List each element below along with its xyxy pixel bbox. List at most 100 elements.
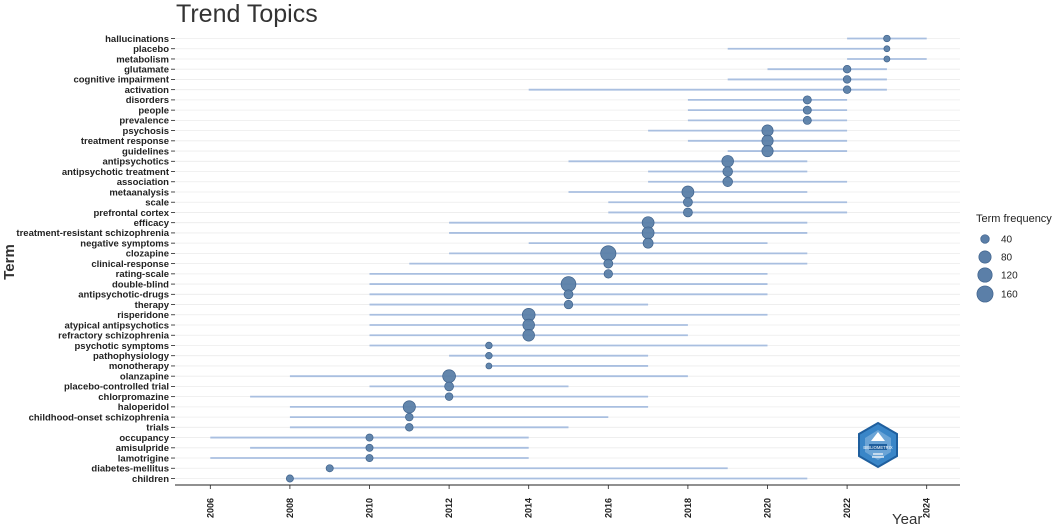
term-label: people bbox=[138, 105, 169, 116]
term-label: cognitive impairment bbox=[73, 75, 169, 86]
term-point bbox=[563, 299, 574, 310]
term-point bbox=[642, 237, 654, 249]
term-label: disorders bbox=[126, 95, 169, 106]
legend-point bbox=[980, 234, 990, 244]
term-label: children bbox=[132, 474, 169, 485]
term-label: guidelines bbox=[122, 146, 169, 157]
term-label: olanzapine bbox=[120, 371, 169, 382]
term-point bbox=[722, 166, 733, 177]
x-tick-label: 2010 bbox=[365, 498, 375, 518]
term-label: antipsychotic treatment bbox=[62, 167, 170, 178]
term-label: double-blind bbox=[112, 279, 169, 290]
term-point bbox=[761, 134, 774, 147]
term-label: therapy bbox=[135, 300, 170, 311]
term-point bbox=[641, 226, 655, 240]
term-label: treatment-resistant schizophrenia bbox=[16, 228, 169, 239]
term-label: refractory schizophrenia bbox=[58, 331, 170, 342]
legend-label: 80 bbox=[1001, 253, 1013, 264]
term-point bbox=[405, 423, 414, 432]
x-tick-label: 2012 bbox=[444, 498, 454, 518]
term-label: treatment response bbox=[81, 136, 169, 147]
bibliometrix-logo: BIBLIOMETRIX bbox=[858, 421, 898, 469]
x-tick-label: 2024 bbox=[922, 498, 932, 518]
term-point bbox=[522, 329, 535, 342]
term-point bbox=[802, 115, 812, 125]
term-point bbox=[842, 85, 852, 94]
term-label: haloperidol bbox=[118, 402, 169, 413]
term-point bbox=[883, 45, 891, 53]
term-point bbox=[485, 362, 493, 370]
range-lines bbox=[210, 37, 927, 480]
term-point bbox=[563, 289, 574, 300]
term-label: pathophysiology bbox=[93, 351, 170, 362]
term-label: psychosis bbox=[123, 126, 169, 137]
term-label: lamotrigine bbox=[118, 453, 169, 464]
term-label: activation bbox=[125, 85, 170, 96]
svg-text:BIBLIOMETRIX: BIBLIOMETRIX bbox=[863, 445, 893, 450]
term-point bbox=[485, 352, 493, 360]
term-label: glutamate bbox=[124, 64, 169, 75]
term-point bbox=[761, 145, 774, 158]
term-label: rating-scale bbox=[116, 269, 169, 280]
points bbox=[285, 34, 891, 483]
legend-point bbox=[978, 250, 992, 264]
term-point bbox=[722, 176, 733, 187]
term-label: placebo-controlled trial bbox=[64, 382, 169, 393]
legend-point bbox=[977, 267, 993, 283]
x-tick-label: 2014 bbox=[524, 498, 534, 518]
term-point bbox=[600, 245, 617, 262]
term-point bbox=[603, 258, 614, 269]
term-point bbox=[802, 105, 812, 115]
term-label: negative symptoms bbox=[80, 238, 169, 249]
term-point bbox=[603, 269, 613, 279]
x-tick-label: 2020 bbox=[763, 498, 773, 518]
term-point bbox=[444, 381, 454, 392]
term-point bbox=[802, 95, 812, 105]
term-point bbox=[761, 124, 774, 137]
chart-title: Trend Topics bbox=[176, 0, 318, 28]
x-tick-label: 2016 bbox=[603, 498, 613, 518]
term-point bbox=[444, 392, 454, 401]
term-label: childhood-onset schizophrenia bbox=[29, 412, 170, 423]
term-point bbox=[365, 433, 374, 442]
term-label: hallucinations bbox=[105, 34, 169, 45]
term-label: clinical-response bbox=[91, 259, 169, 270]
term-point bbox=[883, 55, 891, 63]
term-point bbox=[405, 412, 414, 422]
term-label: placebo bbox=[133, 44, 169, 55]
legend-point bbox=[976, 285, 994, 303]
term-point bbox=[683, 207, 693, 218]
term-label: trials bbox=[146, 423, 169, 434]
term-label: antipsychotic-drugs bbox=[78, 290, 169, 301]
legend-label: 120 bbox=[1001, 271, 1018, 282]
grid bbox=[175, 38, 960, 479]
term-point bbox=[365, 454, 374, 462]
term-point bbox=[842, 75, 852, 84]
term-label: risperidone bbox=[117, 310, 169, 321]
x-axis-label: Year bbox=[892, 511, 922, 526]
term-label: occupancy bbox=[119, 433, 169, 444]
term-point bbox=[842, 64, 852, 74]
term-label: chlorpromazine bbox=[98, 392, 169, 403]
term-point bbox=[285, 474, 294, 483]
term-label: association bbox=[117, 177, 169, 188]
y-axis-label: Term bbox=[1, 244, 18, 280]
term-labels: hallucinationsplacebometabolismglutamate… bbox=[16, 34, 175, 485]
x-tick-label: 2006 bbox=[205, 498, 215, 518]
term-label: monotherapy bbox=[109, 361, 170, 372]
x-tick-label: 2018 bbox=[683, 498, 693, 518]
term-point bbox=[883, 34, 891, 43]
term-label: metaanalysis bbox=[109, 187, 169, 198]
x-ticks: 2006 2008 2010 2012 2014 2016 2018 2020 2022 2024 bbox=[205, 485, 932, 518]
term-label: prefrontal cortex bbox=[94, 208, 170, 219]
term-point bbox=[485, 341, 493, 350]
term-point bbox=[683, 197, 693, 208]
legend-label: 40 bbox=[1001, 235, 1013, 246]
term-point bbox=[721, 155, 734, 168]
term-label: psychotic symptoms bbox=[75, 341, 170, 352]
term-label: diabetes-mellitus bbox=[91, 464, 169, 475]
legend-title: Term frequency bbox=[976, 213, 1052, 225]
term-label: efficacy bbox=[134, 218, 170, 229]
term-label: prevalence bbox=[119, 116, 169, 127]
x-tick-label: 2008 bbox=[285, 498, 295, 518]
